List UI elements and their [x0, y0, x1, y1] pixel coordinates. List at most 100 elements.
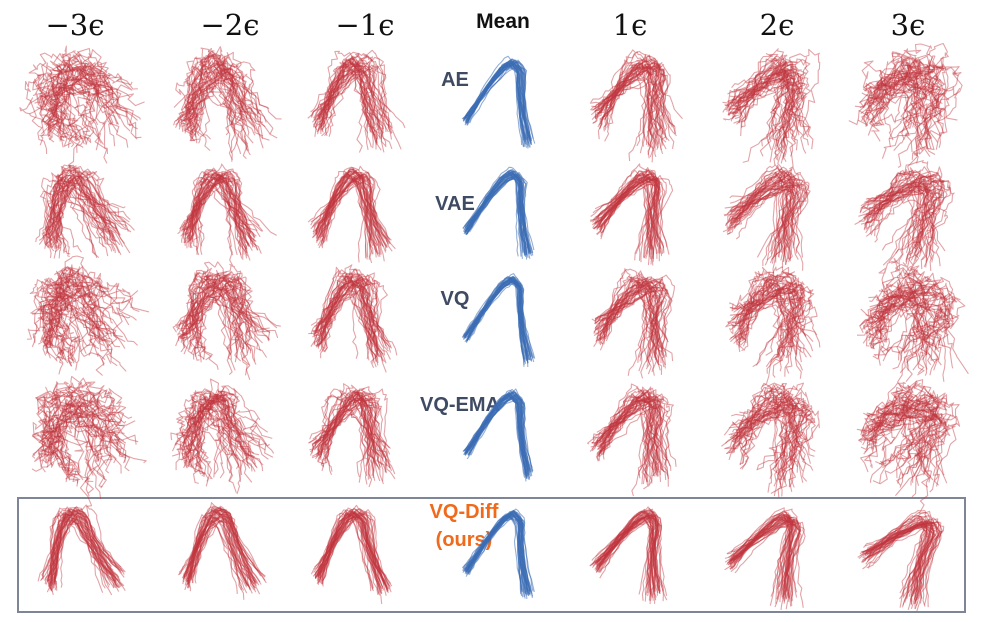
trajectory-line [39, 72, 104, 146]
trajectory-line [861, 87, 944, 168]
trajectory-line [729, 71, 812, 153]
trajectory-line [316, 175, 379, 255]
trajectory-line [45, 280, 110, 348]
trajectory-line [187, 267, 260, 357]
trajectory-line [315, 510, 382, 589]
row-label-vq-ema: VQ-EMA [420, 394, 500, 416]
trajectory-line [53, 506, 126, 589]
trajectory-line [860, 386, 940, 487]
trajectory-line [314, 62, 378, 146]
trajectory-line [322, 266, 385, 349]
trajectory-line [859, 166, 931, 254]
trajectory-line [729, 168, 790, 248]
trajectory-line [313, 58, 377, 144]
trajectory-line [41, 171, 116, 253]
trajectory-line [603, 283, 671, 366]
trajectory-line [733, 180, 799, 261]
trajectory-line [592, 172, 657, 260]
trajectory-panel [173, 46, 282, 162]
trajectory-line [321, 58, 393, 130]
trajectory-line [596, 390, 665, 472]
trajectory-line [191, 509, 262, 584]
trajectory-line [589, 178, 658, 261]
trajectory-line [183, 67, 242, 155]
trajectory-line [590, 66, 660, 154]
trajectory-line [872, 269, 944, 348]
trajectory-line [315, 277, 384, 355]
trajectory-line [187, 272, 271, 356]
trajectory-line [326, 177, 391, 245]
trajectory-line [314, 175, 374, 255]
column-header-minus-1: −1ϵ [335, 8, 395, 42]
trajectory-panel [461, 508, 535, 599]
trajectory-line [598, 268, 668, 344]
trajectory-line [176, 393, 228, 475]
trajectory-line [592, 176, 658, 259]
trajectory-line [181, 510, 245, 591]
trajectory-line [41, 290, 139, 361]
trajectory-line [185, 291, 281, 370]
trajectory-line [51, 390, 139, 481]
column-header-minus-3: −3ϵ [45, 8, 105, 42]
trajectory-line [321, 513, 391, 588]
trajectory-line [729, 511, 794, 596]
trajectory-line [729, 517, 800, 607]
trajectory-line [316, 511, 383, 592]
trajectory-line [320, 389, 386, 468]
trajectory-line [187, 518, 255, 588]
trajectory-line [315, 397, 375, 472]
trajectory-line [599, 284, 665, 368]
trajectory-line [312, 514, 379, 595]
trajectory-line [321, 171, 388, 243]
trajectory-line [859, 61, 940, 156]
trajectory-line [464, 276, 531, 361]
trajectory-line [462, 169, 524, 253]
trajectory-line [44, 507, 117, 582]
trajectory-line [731, 510, 798, 593]
trajectory-line [728, 515, 792, 601]
trajectory-line [728, 519, 801, 604]
trajectory-line [739, 408, 816, 470]
trajectory-line [867, 59, 943, 150]
trajectory-line [599, 512, 660, 591]
trajectory-line [314, 67, 372, 148]
trajectory-line [726, 72, 801, 164]
trajectory-panel [462, 388, 534, 482]
trajectory-line [179, 168, 248, 253]
trajectory-line [593, 172, 658, 259]
trajectory-line [869, 395, 939, 476]
trajectory-line [726, 172, 790, 260]
trajectory-line [195, 172, 260, 244]
trajectory-line [45, 175, 115, 252]
trajectory-panel [722, 48, 821, 170]
trajectory-line [724, 177, 805, 260]
trajectory-line [324, 275, 393, 353]
trajectory-line [733, 65, 803, 142]
trajectory-line [867, 282, 952, 376]
trajectory-line [599, 61, 670, 142]
trajectory-line [177, 46, 237, 124]
trajectory-line [183, 508, 256, 584]
trajectory-line [315, 389, 380, 471]
trajectory-line [49, 182, 113, 252]
trajectory-line [596, 510, 660, 593]
trajectory-line [861, 51, 915, 128]
trajectory-line [321, 396, 393, 472]
trajectory-line [47, 510, 122, 587]
trajectory-line [596, 171, 653, 250]
trajectory-line [309, 393, 380, 480]
trajectory-panel [722, 164, 811, 274]
trajectory-line [592, 62, 655, 152]
trajectory-line [178, 378, 239, 460]
trajectory-line [732, 77, 792, 160]
trajectory-line [861, 517, 928, 600]
trajectory-line [727, 71, 792, 147]
trajectory-line [313, 398, 377, 481]
trajectory-line [602, 59, 665, 135]
trajectory-line [180, 59, 248, 145]
trajectory-line [589, 64, 660, 147]
trajectory-line [181, 390, 253, 472]
trajectory-line [865, 169, 921, 250]
trajectory-line [865, 520, 935, 599]
trajectory-line [52, 175, 127, 254]
